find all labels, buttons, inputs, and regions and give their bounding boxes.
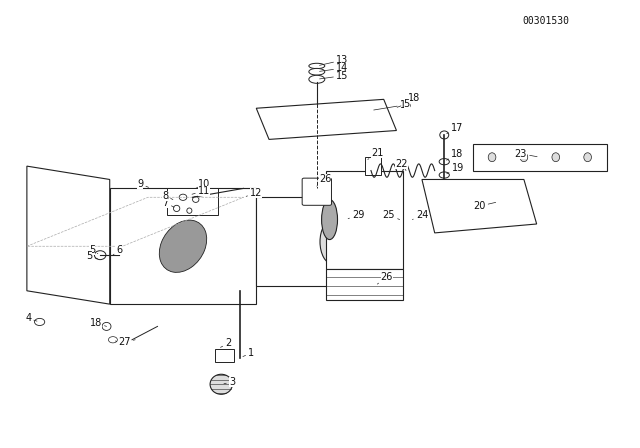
- Text: 29: 29: [348, 210, 364, 220]
- Text: 14: 14: [319, 63, 348, 73]
- Ellipse shape: [520, 153, 528, 162]
- Text: 5: 5: [115, 339, 125, 349]
- FancyBboxPatch shape: [365, 157, 381, 175]
- Ellipse shape: [321, 199, 337, 240]
- FancyBboxPatch shape: [109, 188, 256, 304]
- Text: 11: 11: [192, 185, 210, 196]
- Text: 5: 5: [86, 251, 97, 261]
- Polygon shape: [27, 166, 109, 304]
- Text: 26: 26: [317, 173, 332, 186]
- Text: 18: 18: [405, 94, 420, 103]
- Text: 8: 8: [162, 190, 173, 201]
- Text: 9: 9: [137, 179, 148, 189]
- Ellipse shape: [309, 63, 324, 69]
- Polygon shape: [326, 268, 403, 300]
- Text: 18: 18: [447, 149, 463, 160]
- Ellipse shape: [210, 374, 232, 394]
- Ellipse shape: [552, 153, 559, 162]
- Ellipse shape: [488, 153, 496, 162]
- Text: 3: 3: [224, 377, 235, 387]
- Ellipse shape: [440, 131, 449, 139]
- Ellipse shape: [102, 323, 111, 331]
- Ellipse shape: [173, 205, 180, 211]
- FancyBboxPatch shape: [215, 349, 234, 362]
- Ellipse shape: [584, 153, 591, 162]
- Text: 13: 13: [319, 55, 348, 65]
- Ellipse shape: [193, 197, 199, 202]
- Polygon shape: [167, 188, 218, 215]
- Text: 20: 20: [473, 201, 496, 211]
- Text: 18: 18: [90, 318, 106, 328]
- Text: 4: 4: [25, 314, 37, 323]
- Text: 00301530: 00301530: [523, 17, 570, 26]
- Polygon shape: [422, 180, 537, 233]
- Ellipse shape: [439, 172, 449, 178]
- FancyBboxPatch shape: [326, 171, 403, 268]
- Text: 10: 10: [196, 179, 210, 189]
- Text: 6: 6: [113, 245, 122, 255]
- Text: 15: 15: [319, 71, 349, 81]
- Ellipse shape: [320, 220, 346, 264]
- Text: 19: 19: [447, 164, 464, 174]
- Text: 7: 7: [163, 198, 174, 208]
- Polygon shape: [473, 144, 607, 171]
- Polygon shape: [256, 197, 333, 286]
- Ellipse shape: [309, 69, 324, 75]
- Ellipse shape: [95, 251, 106, 260]
- Circle shape: [108, 336, 117, 343]
- Ellipse shape: [179, 194, 187, 200]
- Ellipse shape: [187, 208, 192, 213]
- Ellipse shape: [309, 75, 324, 83]
- Text: 17: 17: [447, 123, 463, 134]
- FancyBboxPatch shape: [302, 178, 332, 205]
- Text: 21: 21: [368, 148, 383, 159]
- Text: 16: 16: [374, 100, 412, 110]
- Text: 2: 2: [221, 338, 232, 348]
- Text: 5: 5: [397, 99, 410, 109]
- Circle shape: [35, 319, 45, 326]
- Text: 27: 27: [118, 337, 135, 348]
- Text: 12: 12: [246, 188, 262, 198]
- Text: 26: 26: [378, 271, 393, 284]
- Polygon shape: [256, 99, 396, 139]
- Text: 24: 24: [412, 210, 428, 220]
- Ellipse shape: [141, 197, 225, 295]
- Text: 1: 1: [243, 348, 254, 358]
- Text: 23: 23: [515, 149, 537, 159]
- Ellipse shape: [154, 211, 212, 282]
- Ellipse shape: [159, 220, 207, 272]
- Text: 5: 5: [89, 245, 98, 255]
- Text: 22: 22: [396, 159, 408, 171]
- Ellipse shape: [439, 159, 449, 165]
- Text: 25: 25: [383, 210, 399, 220]
